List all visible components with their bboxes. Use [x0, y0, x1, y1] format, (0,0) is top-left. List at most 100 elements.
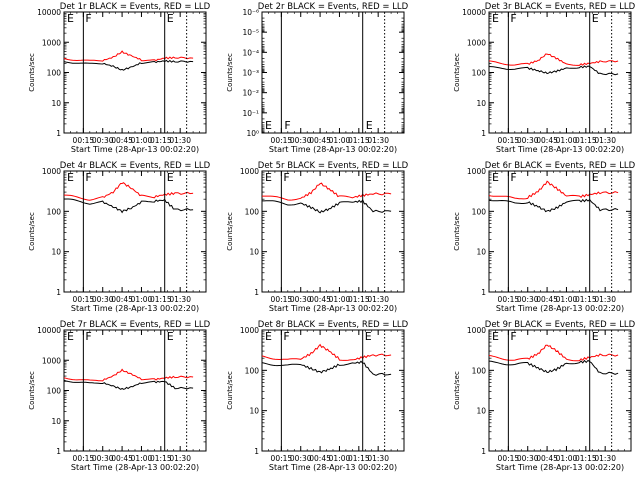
- plot-frame: [488, 11, 632, 134]
- y-tick-label: 100: [47, 69, 62, 78]
- y-tick-label: 1: [56, 129, 61, 138]
- series-line: [261, 360, 392, 376]
- x-tick-label: 01:15: [348, 454, 370, 463]
- series-line: [63, 50, 194, 62]
- x-tick-label: 01:30: [169, 136, 191, 145]
- marker-label: F: [510, 12, 516, 25]
- chart-panel: Det 7r BLACK = Events, RED = LLD Counts/s…: [28, 320, 211, 472]
- x-tick-label: 01:15: [348, 295, 370, 304]
- corner-label: E: [492, 12, 499, 25]
- plot-frame: [63, 11, 207, 134]
- chart-panel: Det 2r BLACK = Events, RED = LLD Counts/s…: [226, 2, 409, 154]
- chart-panel: Det 4r BLACK = Events, RED = LLD Counts/s…: [28, 161, 211, 313]
- marker-label: E: [167, 12, 174, 25]
- x-tick-label: 01:30: [367, 454, 389, 463]
- x-tick-label: 00:45: [111, 454, 133, 463]
- chart-title: Det 7r BLACK = Events, RED = LLD: [60, 320, 211, 330]
- x-tick-label: 00:45: [111, 295, 133, 304]
- x-tick-label: 00:30: [290, 295, 312, 304]
- chart-panel: Det 6r BLACK = Events, RED = LLD Counts/s…: [453, 161, 636, 313]
- x-tick-label: 01:15: [150, 454, 172, 463]
- chart-title: Det 2r BLACK = Events, RED = LLD: [258, 2, 409, 12]
- corner-label: E: [67, 12, 74, 25]
- x-tick-label: 00:15: [73, 136, 95, 145]
- y-tick-label: 10000: [37, 326, 61, 335]
- corner-label: E: [492, 330, 499, 343]
- chart-title: Det 5r BLACK = Events, RED = LLD: [258, 161, 409, 171]
- y-tick-label: 10: [51, 99, 61, 108]
- marker-label: F: [510, 330, 516, 343]
- series-line: [63, 368, 194, 382]
- plot-frame: [261, 11, 405, 134]
- y-tick-label: 1: [481, 288, 486, 297]
- marker-label: F: [284, 119, 290, 132]
- x-axis-label: Start Time (28-Apr-13 00:02:20): [496, 304, 624, 313]
- marker-label: E: [167, 171, 174, 184]
- x-tick-label: 01:00: [556, 295, 578, 304]
- y-axis-label: Counts/sec: [28, 371, 36, 410]
- x-axis-label: Start Time (28-Apr-13 00:02:20): [71, 304, 199, 313]
- x-tick-label: 01:30: [594, 454, 616, 463]
- x-tick-label: 00:30: [517, 454, 539, 463]
- x-tick-label: 00:30: [517, 136, 539, 145]
- y-tick-label: 1000: [467, 326, 486, 335]
- y-tick-label: 10: [249, 248, 259, 257]
- series-line: [488, 359, 619, 375]
- x-tick-label: 01:30: [169, 454, 191, 463]
- x-tick-label: 01:15: [150, 295, 172, 304]
- x-tick-label: 01:00: [131, 295, 153, 304]
- x-axis-label: Start Time (28-Apr-13 00:02:20): [269, 463, 397, 472]
- plot-frame: [488, 329, 632, 452]
- x-tick-label: 00:15: [498, 136, 520, 145]
- y-tick-label: 1000: [42, 167, 61, 176]
- y-tick-label: 10: [51, 248, 61, 257]
- plot-frame: [261, 329, 405, 452]
- x-tick-label: 00:15: [498, 295, 520, 304]
- chart-panel: Det 3r BLACK = Events, RED = LLD Counts/s…: [453, 2, 636, 154]
- y-tick-label: 10⁻³: [242, 69, 259, 78]
- plot-frame: [63, 329, 207, 452]
- plot-frame: [63, 170, 207, 293]
- x-axis-label: Start Time (28-Apr-13 00:02:20): [496, 145, 624, 154]
- series-line: [488, 180, 619, 200]
- y-tick-label: 1: [56, 288, 61, 297]
- series-line: [488, 65, 619, 76]
- marker-label: E: [592, 171, 599, 184]
- corner-label: E: [265, 330, 272, 343]
- corner-label: E: [265, 119, 272, 132]
- x-tick-label: 01:00: [556, 136, 578, 145]
- y-tick-label: 100: [472, 69, 487, 78]
- marker-label: E: [365, 171, 372, 184]
- x-tick-label: 00:15: [73, 454, 95, 463]
- x-tick-label: 00:15: [498, 454, 520, 463]
- series-line: [262, 199, 392, 214]
- series-line: [64, 198, 194, 214]
- marker-label: E: [167, 330, 174, 343]
- x-tick-label: 00:45: [309, 454, 331, 463]
- series-line: [261, 343, 392, 361]
- series-line: [488, 198, 619, 213]
- y-tick-label: 10⁻⁵: [242, 28, 259, 37]
- x-tick-label: 00:15: [73, 295, 95, 304]
- y-axis-label: Counts/sec: [453, 371, 461, 410]
- y-tick-label: 100: [245, 207, 260, 216]
- x-tick-label: 01:00: [131, 136, 153, 145]
- chart-title: Det 4r BLACK = Events, RED = LLD: [60, 161, 211, 171]
- x-tick-label: 01:15: [575, 136, 597, 145]
- y-tick-label: 100: [472, 366, 487, 375]
- x-axis-label: Start Time (28-Apr-13 00:02:20): [496, 463, 624, 472]
- chart-panel: Det 5r BLACK = Events, RED = LLD Counts/s…: [226, 161, 409, 313]
- y-tick-label: 10000: [37, 8, 61, 17]
- corner-label: E: [67, 171, 74, 184]
- marker-label: F: [85, 330, 91, 343]
- y-tick-label: 1: [481, 129, 486, 138]
- series-line: [488, 53, 619, 66]
- x-tick-label: 00:30: [92, 295, 114, 304]
- x-tick-label: 00:30: [290, 136, 312, 145]
- plot-frame: [488, 170, 632, 293]
- y-tick-label: 1: [254, 288, 259, 297]
- y-axis-label: Counts/sec: [226, 53, 234, 92]
- x-tick-label: 00:15: [271, 136, 293, 145]
- y-tick-label: 10⁻⁴: [242, 48, 259, 57]
- y-tick-label: 1: [56, 447, 61, 456]
